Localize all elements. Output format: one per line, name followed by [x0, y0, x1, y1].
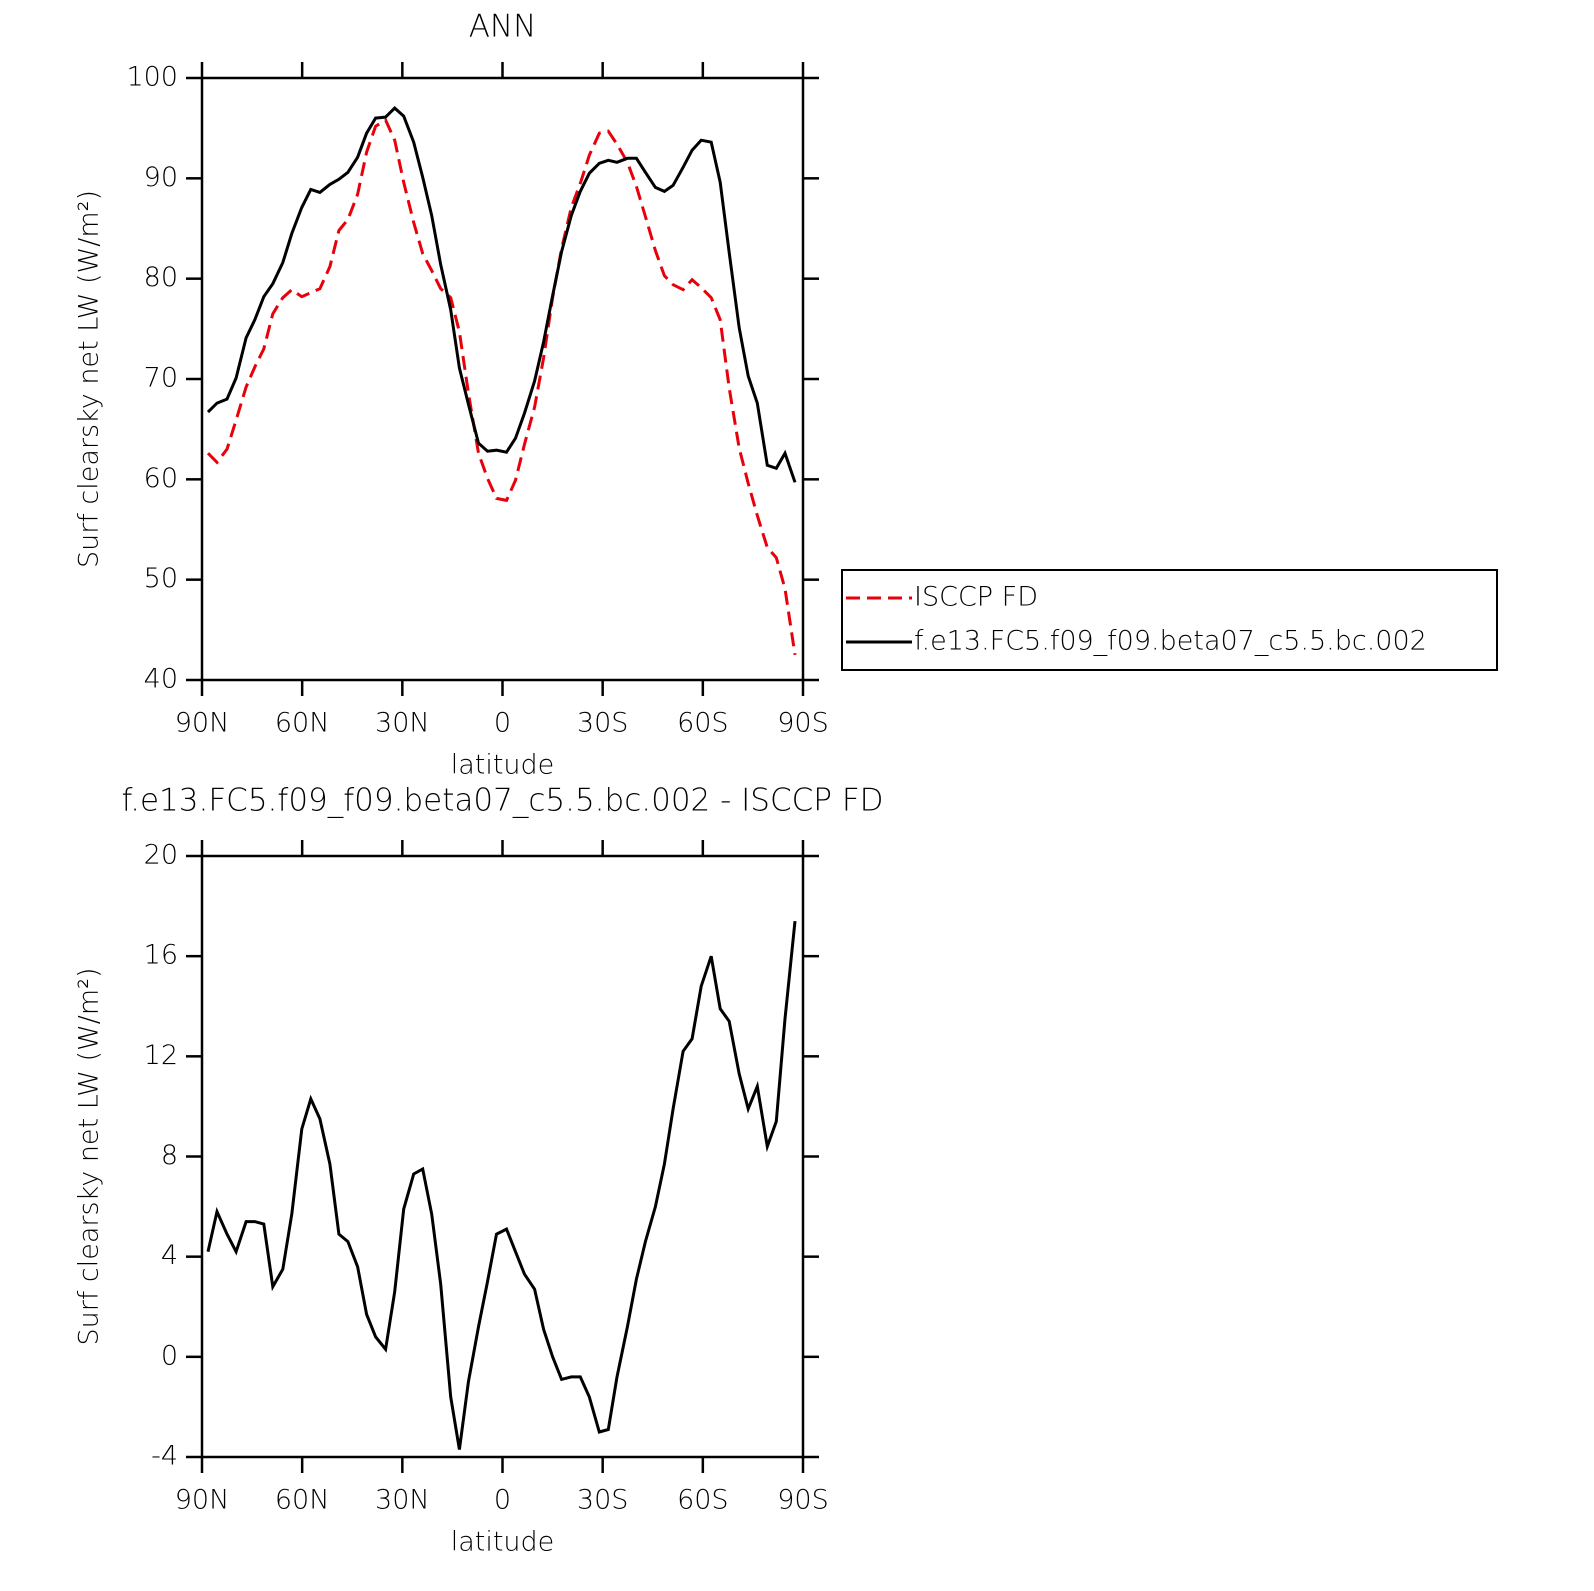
y-tick-label: 80 — [144, 262, 178, 293]
data-line — [206, 117, 797, 656]
x-tick-label: 30N — [375, 1485, 430, 1516]
x-tick-label: 30S — [577, 1485, 629, 1516]
x-tick-label: 60N — [275, 708, 330, 739]
y-tick-label: 70 — [144, 363, 178, 394]
y-tick-label: 16 — [144, 940, 178, 971]
x-axis-label: latitude — [451, 750, 555, 781]
chart-title: f.e13.FC5.f09_f09.beta07_c5.5.bc.002 - I… — [121, 783, 883, 819]
data-line — [206, 920, 797, 1450]
plot-frame — [200, 854, 805, 1459]
legend-label: ISCCP FD — [914, 582, 1038, 613]
chart-title: ANN — [469, 9, 537, 45]
y-tick-label: 20 — [144, 840, 178, 871]
y-tick-label: 8 — [161, 1140, 178, 1171]
y-tick-label: 90 — [144, 162, 178, 193]
x-tick-label: 90N — [175, 1485, 230, 1516]
x-tick-label: 90S — [777, 1485, 829, 1516]
y-axis-label: Surf clearsky net LW (W/m²) — [74, 190, 105, 568]
x-tick-label: 30N — [375, 708, 430, 739]
y-tick-label: 4 — [161, 1240, 178, 1271]
x-tick-label: 30S — [577, 708, 629, 739]
data-line — [206, 106, 797, 483]
y-tick-label: -4 — [151, 1441, 178, 1472]
y-tick-label: 40 — [144, 664, 178, 695]
y-tick-label: 60 — [144, 463, 178, 494]
y-tick-label: 12 — [144, 1040, 178, 1071]
legend-label: f.e13.FC5.f09_f09.beta07_c5.5.bc.002 — [914, 626, 1427, 657]
x-tick-label: 60S — [677, 1485, 729, 1516]
y-tick-label: 100 — [126, 62, 178, 93]
plot-frame — [200, 76, 805, 682]
x-tick-label: 0 — [494, 708, 511, 739]
y-tick-label: 50 — [144, 563, 178, 594]
x-tick-label: 60N — [275, 1485, 330, 1516]
x-tick-label: 60S — [677, 708, 729, 739]
y-axis-label: Surf clearsky net LW (W/m²) — [74, 967, 105, 1345]
x-tick-label: 90N — [175, 708, 230, 739]
x-tick-label: 90S — [777, 708, 829, 739]
y-tick-label: 0 — [161, 1340, 178, 1371]
legend-box — [841, 569, 1498, 671]
x-tick-label: 0 — [494, 1485, 511, 1516]
x-axis-label: latitude — [451, 1527, 555, 1558]
